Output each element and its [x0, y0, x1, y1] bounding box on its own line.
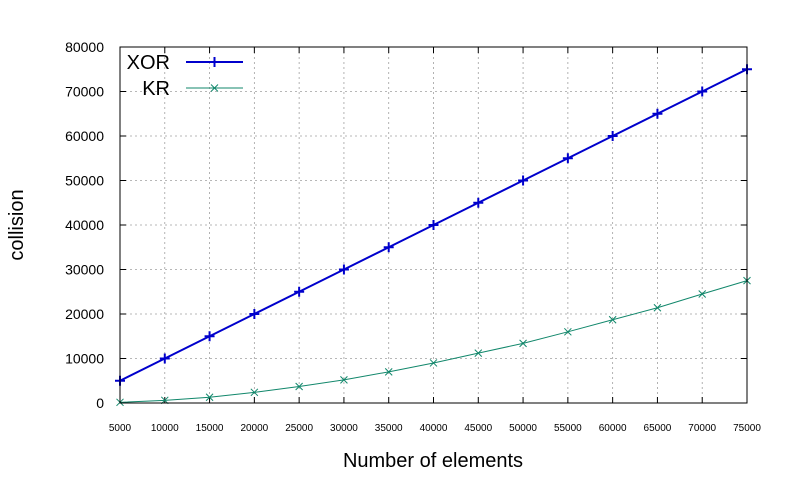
y-tick-label: 20000	[65, 306, 104, 322]
x-axis-ticks: 5000 10000 15000 20000 25000 30000 35000 40000 4…	[109, 47, 761, 434]
y-tick-label: 0	[96, 395, 104, 411]
y-axis-ticks: 0 10000 20000 30000 40000 50000 60000 70000 8000…	[65, 39, 747, 411]
data-point-xor	[697, 86, 708, 97]
data-point-kr	[295, 382, 303, 391]
legend-label-xor: XOR	[127, 52, 170, 74]
y-tick-label: 80000	[65, 39, 104, 55]
data-point-xor	[473, 197, 484, 208]
data-point-xor	[607, 131, 618, 141]
x-tick-label: 75000	[733, 423, 761, 434]
x-tick-label: 65000	[644, 423, 672, 434]
x-axis-label: Number of elements	[343, 450, 523, 472]
data-point-kr	[608, 315, 617, 324]
data-point-xor	[204, 331, 215, 342]
data-point-xor	[383, 242, 394, 253]
y-tick-label: 40000	[65, 217, 104, 233]
x-tick-label: 70000	[688, 423, 716, 434]
x-tick-label: 60000	[599, 423, 627, 434]
legend-marker-kr	[210, 84, 219, 92]
data-point-kr	[429, 359, 438, 367]
x-tick-label: 10000	[151, 423, 179, 434]
series-group	[115, 64, 752, 407]
data-point-kr	[340, 376, 348, 384]
data-point-xor	[338, 264, 349, 275]
data-point-kr	[384, 367, 393, 376]
y-tick-label: 10000	[65, 351, 104, 367]
data-point-kr	[250, 388, 259, 397]
x-tick-label: 5000	[109, 423, 132, 434]
y-tick-label: 70000	[65, 84, 104, 100]
x-tick-label: 50000	[509, 423, 537, 434]
x-tick-label: 20000	[240, 423, 268, 434]
y-tick-label: 30000	[65, 262, 104, 278]
x-tick-label: 45000	[464, 423, 492, 434]
series-kr	[116, 276, 751, 407]
x-tick-label: 35000	[375, 423, 403, 434]
plot-border	[119, 46, 748, 404]
data-point-xor	[249, 309, 260, 319]
legend-label-kr: KR	[142, 78, 170, 100]
data-point-kr	[474, 349, 483, 358]
legend-marker-xor	[209, 57, 220, 67]
x-tick-label: 15000	[196, 423, 224, 434]
y-axis-label: collision	[6, 189, 28, 260]
data-point-xor	[562, 153, 573, 164]
data-point-kr	[205, 393, 214, 402]
x-tick-label: 30000	[330, 423, 358, 434]
x-tick-label: 40000	[420, 423, 448, 434]
data-point-xor	[518, 175, 529, 186]
data-point-kr	[653, 303, 662, 312]
x-tick-label: 25000	[285, 423, 313, 434]
data-point-kr	[564, 327, 572, 336]
y-tick-label: 50000	[65, 173, 104, 189]
data-point-kr	[519, 339, 527, 348]
data-point-xor	[652, 108, 663, 119]
data-point-xor	[428, 220, 439, 230]
data-point-kr	[698, 290, 707, 298]
x-tick-label: 55000	[554, 423, 582, 434]
y-tick-label: 60000	[65, 128, 104, 144]
data-point-xor	[159, 353, 170, 364]
data-point-xor	[294, 286, 305, 297]
legend: XOR KR	[127, 52, 243, 100]
